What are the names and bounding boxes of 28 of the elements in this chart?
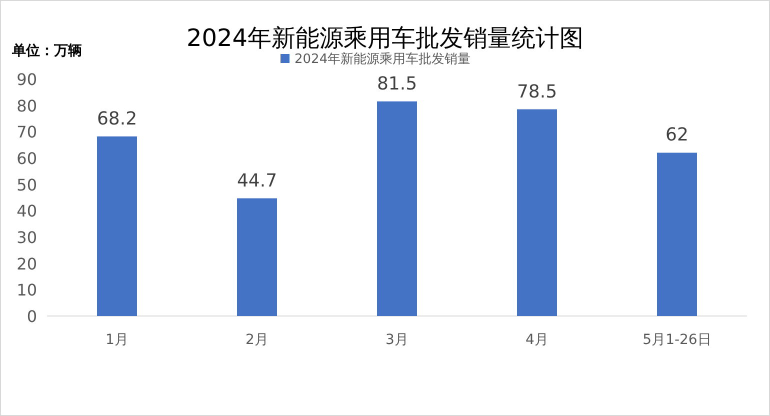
chart-title: 2024年新能源乘用车批发销量统计图: [186, 24, 584, 52]
y-tick-label: 90: [16, 70, 37, 89]
bar: [517, 109, 557, 316]
y-tick-label: 80: [16, 96, 37, 116]
data-label: 78.5: [516, 81, 558, 102]
y-tick-label: 20: [16, 254, 37, 274]
y-tick-label: 50: [16, 175, 37, 194]
y-tick-label: 10: [16, 280, 37, 300]
data-label: 68.2: [96, 108, 138, 130]
y-tick-label: 40: [16, 202, 37, 221]
y-tick-label: 70: [16, 122, 37, 142]
x-tick-label: 3月: [386, 332, 408, 348]
x-tick-label: 2月: [246, 332, 268, 348]
data-label: 44.7: [236, 170, 278, 192]
data-label: 62: [666, 124, 688, 146]
y-tick-label: 60: [16, 149, 37, 168]
bar: [97, 136, 137, 316]
bar: [657, 152, 697, 316]
bar: [237, 198, 277, 316]
y-tick-label: 30: [16, 228, 37, 247]
legend-label: 2024年新能源乘用车批发销量: [294, 52, 471, 67]
x-tick-label: 4月: [526, 332, 548, 348]
y-tick-label: 0: [26, 307, 37, 326]
x-tick-label: 1月: [106, 332, 128, 348]
bar: [377, 101, 417, 316]
data-label: 81.5: [376, 73, 418, 94]
x-tick-label: 5月1-26日: [642, 332, 712, 348]
y-axis-title: 单位：万辆: [11, 43, 82, 59]
